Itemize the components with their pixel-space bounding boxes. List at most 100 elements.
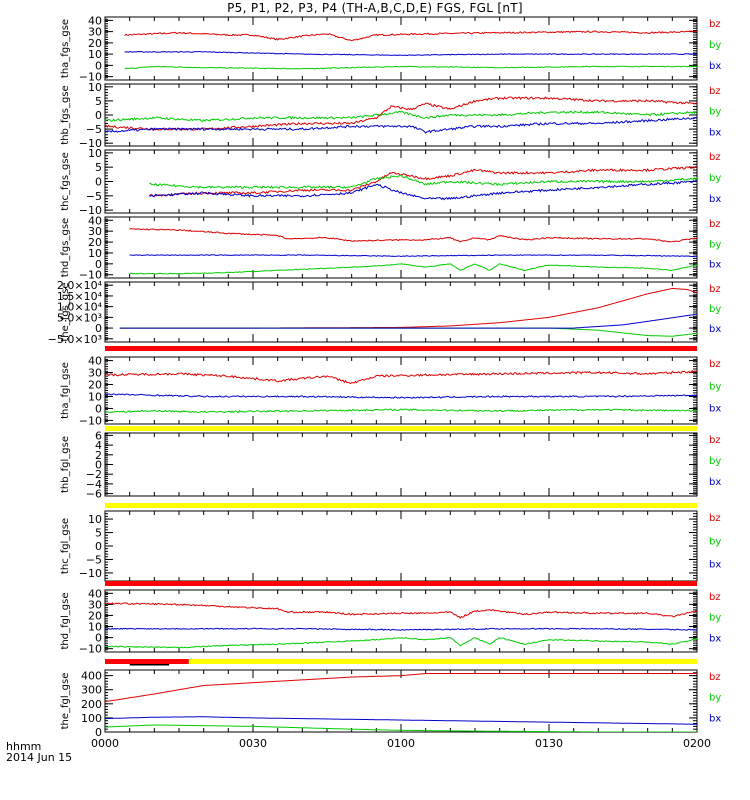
y-tick-label: 6 [95,429,102,442]
series-by-line [149,174,697,190]
legend-bx: bx [709,560,721,571]
y-tick-label: 0 [95,176,102,189]
y-tick-label: 5 [95,527,102,540]
legend-bx: bx [709,633,721,644]
series-by-line [105,724,697,732]
x-tick-label: 0030 [239,737,267,750]
y-tick-label: 1.0×10⁴ [57,301,103,314]
legend-bz: bz [709,152,721,163]
series-bz-line [105,602,697,619]
y-tick-label: −5 [86,123,102,136]
y-tick-label: 300 [81,684,102,697]
series-bx-line [149,180,697,201]
legend-bz: bz [709,86,721,97]
y-tick-label: 1.5×10⁴ [57,290,103,303]
y-tick-label: −10 [79,643,102,656]
y-tick-label: 10 [88,147,102,160]
panel-thc_fgs_gse [104,149,698,214]
legend-bz: bz [709,359,721,370]
y-axis-label: thb_fgs_gse [60,85,71,144]
series-bx-line [129,254,697,258]
series-by-line [105,636,697,649]
legend-by: by [709,456,721,467]
y-tick-label: 40 [88,355,102,368]
panel-frame [104,589,698,653]
legend-bx: bx [709,61,721,72]
y-tick-label: 10 [88,621,102,634]
y-tick-label: 0 [95,402,102,415]
y-tick-label: 30 [88,367,102,380]
y-tick-label: −5 [86,190,102,203]
legend-bz: bz [709,672,721,683]
series-by-line [129,263,697,275]
page-title: P5, P1, P2, P3, P4 (TH-A,B,C,D,E) FGS, F… [227,1,523,15]
legend-by: by [709,536,721,547]
panel-thb_fgl_gse [104,432,698,497]
y-tick-label: 2.0×10⁴ [57,279,103,292]
y-tick-label: 30 [88,26,102,39]
series-bx-line [105,716,697,725]
legend-by: by [709,239,721,250]
panel-frame [104,83,698,147]
y-tick-label: 0 [95,632,102,645]
panel-frame [104,281,698,343]
y-axis-label: thc_fgl_gse [60,518,71,574]
legend-by: by [709,107,721,118]
x-tick-label: 0000 [91,737,119,750]
legend-bx: bx [709,324,721,335]
legend-by: by [709,304,721,315]
y-tick-label: −10 [79,137,102,150]
series-bx-line [105,627,697,631]
series-by-line [119,327,697,337]
y-tick-label: 5 [95,161,102,174]
y-tick-label: −2 [86,468,102,481]
y-tick-label: 30 [88,225,102,238]
panel-thc_fgl_gse [104,510,698,582]
y-tick-label: 0 [95,109,102,122]
legend-by: by [709,173,721,184]
date-label: 2014 Jun 15 [6,751,73,764]
y-axis-label: thd_fgl_gse [60,593,71,650]
series-bz-line [149,165,697,198]
mode-bar-marker [129,664,170,666]
y-tick-label: −5.0×10³ [48,333,102,346]
panel-frame [104,216,698,279]
y-tick-label: 0 [95,322,102,335]
series-bz-line [124,30,697,42]
series-bx-line [105,393,697,399]
legend-bx: bx [709,260,721,271]
legend-by: by [709,613,721,624]
panel-frame [104,510,698,582]
y-tick-label: 10 [88,81,102,94]
y-tick-label: −5 [86,553,102,566]
x-tick-label: 0130 [535,737,563,750]
y-tick-label: 10 [88,390,102,403]
y-tick-label: 0 [95,459,102,472]
mode-bar-segment [188,659,697,664]
y-tick-label: 10 [88,513,102,526]
series-by-line [105,408,697,414]
series-bx-line [105,116,697,134]
y-tick-label: 20 [88,609,102,622]
series-bz-line [119,287,697,329]
series-bz-line [105,673,697,703]
x-tick-label: 0100 [387,737,415,750]
legend-bz: bz [709,592,721,603]
y-tick-label: 10 [88,247,102,260]
y-tick-label: 20 [88,379,102,392]
legend-bx: bx [709,477,721,488]
y-axis-label: thc_fgs_gse [60,152,71,211]
y-tick-label: −4 [86,478,102,491]
mode-bar-segment [105,659,189,664]
series-bx-line [119,313,697,329]
y-tick-label: 0 [95,258,102,271]
x-tick-label: 0200 [683,737,711,750]
legend-bx: bx [709,713,721,724]
panel-thd_fgs_gse [104,216,698,279]
series-bz-line [105,369,697,385]
y-axis-label: tha_fgs_gse [60,19,71,78]
y-tick-label: 30 [88,598,102,611]
panel-frame [104,16,698,81]
y-tick-label: −10 [79,71,102,84]
